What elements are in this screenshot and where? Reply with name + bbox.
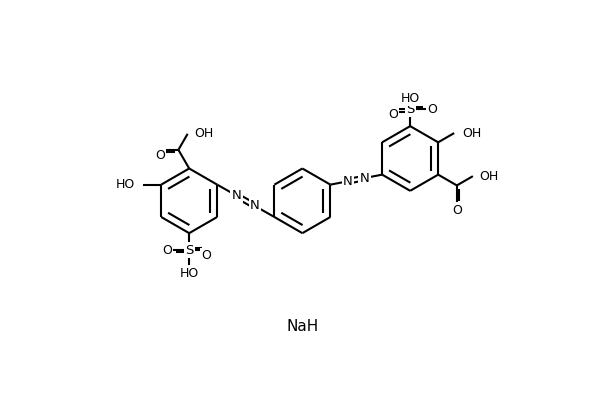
Text: O: O: [388, 108, 398, 121]
Text: N: N: [360, 172, 369, 185]
Text: O: O: [428, 103, 437, 116]
Text: O: O: [162, 243, 172, 257]
Text: HO: HO: [179, 267, 199, 280]
Text: HO: HO: [401, 92, 420, 105]
Text: N: N: [343, 175, 353, 188]
Text: O: O: [155, 150, 165, 162]
Text: OH: OH: [479, 170, 499, 183]
Text: O: O: [201, 249, 211, 262]
Text: HO: HO: [116, 178, 135, 191]
Text: S: S: [406, 103, 414, 116]
Text: OH: OH: [194, 127, 213, 140]
Text: OH: OH: [462, 127, 481, 139]
Text: S: S: [185, 243, 194, 257]
Text: NaH: NaH: [286, 319, 319, 334]
Text: O: O: [452, 204, 462, 216]
Text: N: N: [250, 199, 260, 212]
Text: N: N: [232, 189, 241, 202]
